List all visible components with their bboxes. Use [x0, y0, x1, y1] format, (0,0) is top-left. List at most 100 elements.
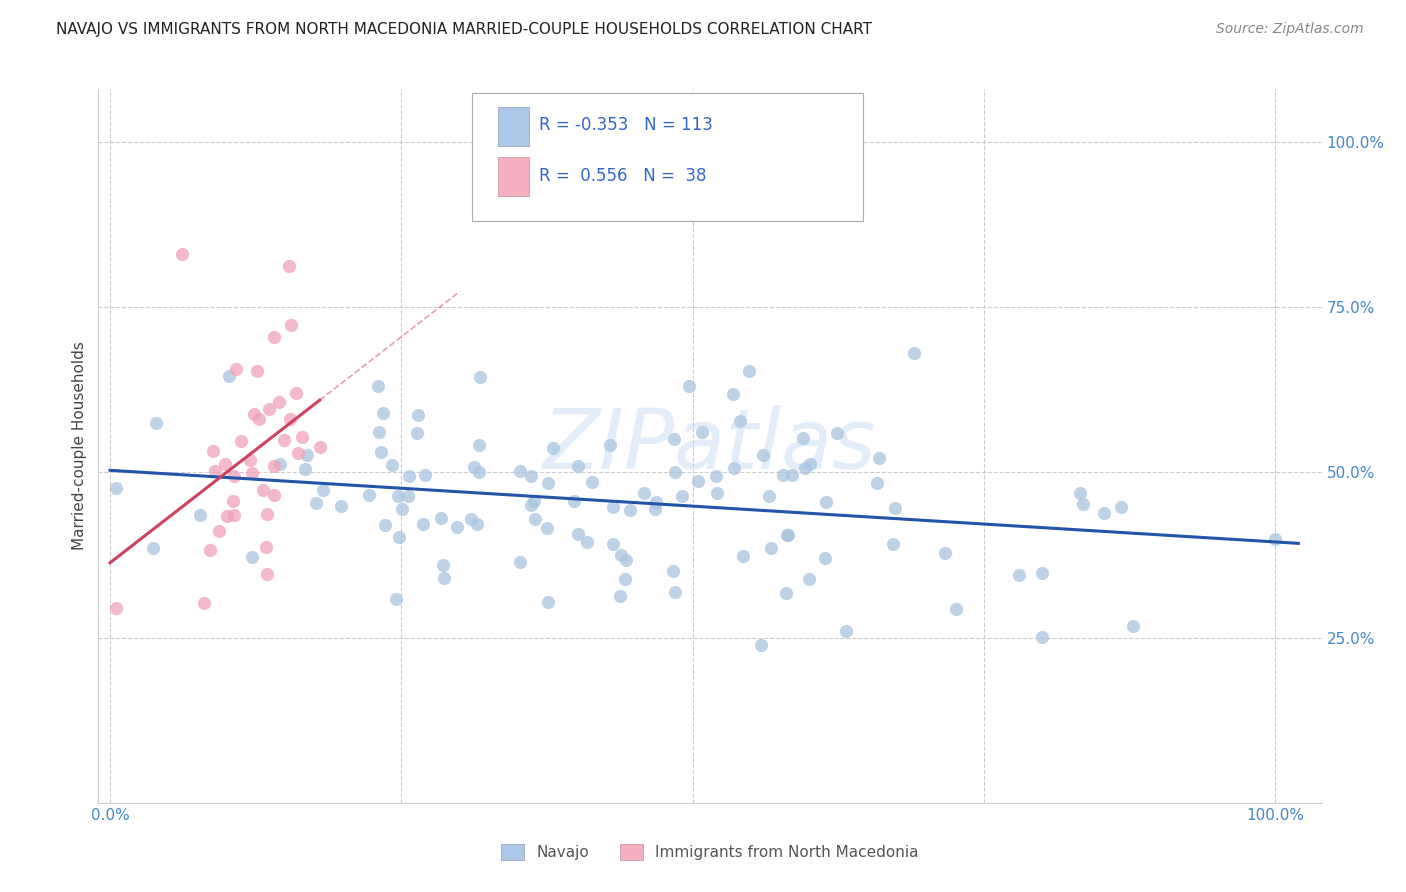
Point: [367, 378, 389, 392]
Point: [1008, 567, 1031, 582]
Point: [277, 259, 299, 273]
Point: [567, 458, 589, 473]
Point: [772, 468, 794, 483]
Point: [1031, 566, 1053, 580]
Text: NAVAJO VS IMMIGRANTS FROM NORTH MACEDONIA MARRIED-COUPLE HOUSEHOLDS CORRELATION : NAVAJO VS IMMIGRANTS FROM NORTH MACEDONI…: [56, 22, 872, 37]
Point: [567, 526, 589, 541]
Point: [391, 501, 413, 516]
Point: [868, 451, 890, 466]
Point: [263, 458, 285, 473]
Point: [706, 486, 728, 500]
Point: [367, 425, 389, 439]
Point: [599, 438, 621, 452]
Text: R = -0.353   N = 113: R = -0.353 N = 113: [538, 116, 713, 134]
Point: [775, 586, 797, 600]
Point: [903, 346, 925, 360]
Point: [273, 433, 295, 447]
Point: [291, 430, 314, 444]
Point: [385, 591, 408, 606]
Text: R =  0.556   N =  38: R = 0.556 N = 38: [538, 168, 706, 186]
Point: [662, 564, 685, 578]
Point: [297, 448, 319, 462]
Point: [381, 458, 404, 472]
Point: [308, 440, 330, 454]
Point: [541, 441, 564, 455]
Point: [749, 638, 772, 652]
Point: [287, 446, 309, 460]
Point: [294, 462, 316, 476]
Point: [280, 318, 302, 332]
Point: [1264, 533, 1286, 547]
Point: [269, 395, 291, 409]
Point: [678, 378, 700, 392]
Point: [463, 459, 485, 474]
Point: [470, 369, 492, 384]
Point: [222, 508, 245, 523]
Point: [257, 401, 280, 416]
Point: [446, 520, 468, 534]
Point: [884, 501, 907, 516]
Point: [758, 489, 780, 503]
Point: [619, 502, 641, 516]
Point: [204, 464, 226, 478]
Point: [465, 516, 488, 531]
Point: [246, 364, 269, 378]
Point: [509, 464, 531, 478]
Point: [239, 452, 262, 467]
Point: [231, 434, 253, 449]
Point: [432, 558, 454, 573]
Point: [866, 475, 889, 490]
Point: [284, 386, 307, 401]
Point: [222, 468, 245, 483]
Point: [536, 520, 558, 534]
Point: [776, 528, 799, 542]
Point: [468, 465, 491, 479]
Point: [686, 475, 709, 489]
Legend: Navajo, Immigrants from North Macedonia: Navajo, Immigrants from North Macedonia: [495, 838, 925, 866]
Point: [664, 585, 686, 599]
Point: [799, 457, 821, 471]
Point: [330, 499, 353, 513]
Point: [537, 595, 560, 609]
Point: [520, 498, 543, 512]
Point: [433, 570, 456, 584]
Point: [412, 516, 434, 531]
Point: [797, 572, 820, 586]
Point: [537, 476, 560, 491]
Point: [413, 468, 436, 483]
Point: [602, 500, 624, 515]
Point: [269, 457, 291, 471]
Point: [609, 589, 631, 603]
Point: [776, 528, 799, 542]
Point: [519, 469, 541, 483]
Point: [278, 412, 301, 426]
Point: [215, 509, 238, 524]
Point: [104, 600, 127, 615]
Point: [759, 541, 782, 555]
Point: [644, 502, 666, 516]
FancyBboxPatch shape: [498, 107, 529, 146]
Point: [602, 536, 624, 550]
Point: [945, 602, 967, 616]
Point: [662, 432, 685, 446]
Point: [218, 368, 240, 383]
Point: [671, 489, 693, 503]
Point: [201, 444, 224, 458]
Point: [827, 426, 849, 441]
Point: [193, 597, 215, 611]
Point: [614, 553, 637, 567]
Point: [613, 572, 636, 586]
Point: [815, 495, 838, 509]
Point: [396, 489, 419, 503]
Point: [225, 361, 247, 376]
Point: [141, 541, 163, 555]
Point: [793, 461, 815, 475]
Point: [371, 406, 394, 420]
Point: [104, 481, 127, 495]
Point: [1031, 631, 1053, 645]
Point: [645, 494, 668, 508]
FancyBboxPatch shape: [498, 157, 529, 196]
Point: [312, 483, 335, 498]
Point: [523, 493, 546, 508]
Point: [388, 530, 411, 544]
